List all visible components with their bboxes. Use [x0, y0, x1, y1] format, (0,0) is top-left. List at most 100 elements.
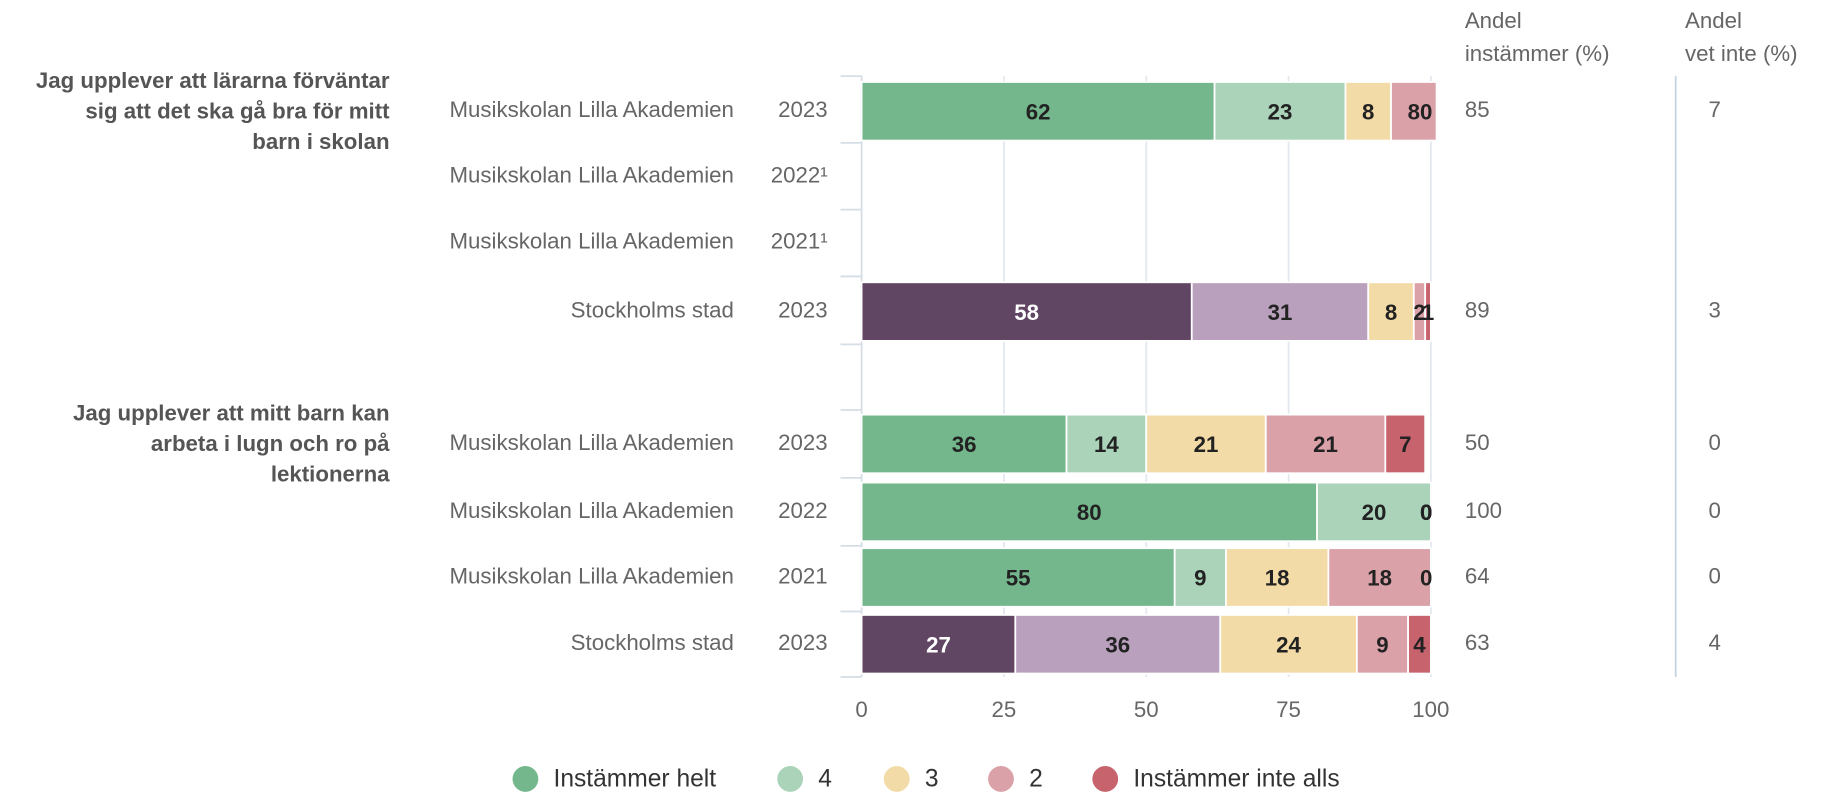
column-value: 89 — [1465, 297, 1490, 322]
legend-swatch — [512, 766, 539, 792]
category-label: Musikskolan Lilla Akademien — [449, 430, 733, 455]
segment-label: 14 — [1094, 432, 1119, 457]
column-value: 50 — [1465, 430, 1490, 455]
segment-label: 0 — [1420, 566, 1432, 591]
segment-label: 9 — [1376, 632, 1388, 657]
bar-segment — [1225, 547, 1330, 608]
legend-swatch — [1092, 766, 1119, 792]
column-value: 0 — [1708, 430, 1720, 455]
bar-segment — [1219, 614, 1358, 675]
bar-segment — [1316, 481, 1432, 543]
segment-label: 2 — [1413, 300, 1425, 325]
question-label: barn i skolan — [252, 129, 389, 154]
segment-label: 21 — [1194, 432, 1219, 457]
segment-label: 8 — [1408, 99, 1420, 124]
bar-segment — [1190, 281, 1370, 342]
segment-label: 4 — [1413, 632, 1426, 657]
bar-segment — [1355, 614, 1409, 675]
segment-label: 21 — [1313, 432, 1338, 457]
column-value: 3 — [1708, 297, 1720, 322]
bar-segment — [860, 547, 1176, 608]
year-label: 2021¹ — [771, 228, 828, 253]
x-tick-label: 75 — [1276, 697, 1301, 722]
bar-segment — [1407, 614, 1432, 675]
segment-label: 0 — [1420, 500, 1432, 525]
segment-label: 24 — [1276, 632, 1301, 657]
segment-label: 0 — [1420, 99, 1432, 124]
year-label: 2023 — [778, 430, 828, 455]
segment-label: 36 — [1105, 632, 1130, 657]
legend-swatch — [883, 766, 910, 792]
bar-segment — [1390, 81, 1438, 142]
bar-segment — [1014, 614, 1222, 675]
question-label: arbeta i lugn och ro på — [151, 431, 390, 456]
question-label: lektionerna — [271, 461, 390, 486]
segment-label: 7 — [1399, 432, 1411, 457]
x-tick-label: 100 — [1412, 697, 1449, 722]
year-label: 2021 — [778, 563, 828, 588]
bar-segment — [860, 614, 1017, 675]
question-label: sig att det ska gå bra för mitt — [85, 98, 390, 123]
bar-segment — [860, 81, 1216, 142]
bar-segment — [1065, 413, 1148, 475]
segment-label: 23 — [1268, 99, 1293, 124]
year-label: 2023 — [778, 297, 828, 322]
bar-segment — [860, 481, 1318, 543]
segment-label: 36 — [952, 432, 977, 457]
bar-segment — [860, 281, 1193, 342]
segment-label: 27 — [926, 632, 951, 657]
x-tick-label: 25 — [992, 697, 1017, 722]
year-label: 2022 — [778, 498, 828, 523]
segment-label: 20 — [1362, 500, 1387, 525]
question-label: Jag upplever att lärarna förväntar — [36, 68, 390, 93]
legend-swatch — [988, 766, 1014, 792]
bar-segment — [1145, 413, 1267, 475]
legend-label: 2 — [1029, 766, 1043, 793]
category-label: Musikskolan Lilla Akademien — [449, 563, 733, 588]
category-label: Musikskolan Lilla Akademien — [449, 228, 733, 253]
column-header: Andel — [1465, 8, 1522, 33]
segment-label: 9 — [1194, 566, 1206, 591]
bar-segment — [860, 413, 1068, 475]
column-value: 0 — [1708, 498, 1720, 523]
legend-label: 3 — [925, 766, 939, 793]
segment-label: 62 — [1026, 99, 1051, 124]
x-tick-label: 50 — [1134, 697, 1159, 722]
year-label: 2023 — [778, 630, 828, 655]
column-value: 64 — [1465, 563, 1490, 588]
legend-label: 4 — [818, 766, 832, 793]
bar-segment — [1344, 81, 1392, 142]
legend-label: Instämmer helt — [554, 766, 717, 793]
bar-segment — [1424, 281, 1432, 342]
category-label: Musikskolan Lilla Akademien — [449, 97, 733, 122]
x-tick-label: 0 — [855, 697, 867, 722]
column-value: 100 — [1465, 498, 1502, 523]
column-header: vet inte (%) — [1685, 41, 1798, 66]
segment-label: 1 — [1422, 300, 1434, 325]
segment-label: 80 — [1077, 500, 1102, 525]
column-value: 0 — [1708, 563, 1720, 588]
legend-label: Instämmer inte alls — [1133, 766, 1339, 793]
category-label: Stockholms stad — [571, 630, 734, 655]
bar-segment — [1384, 413, 1427, 475]
category-label: Stockholms stad — [571, 297, 734, 322]
segment-label: 55 — [1006, 566, 1031, 591]
column-value: 63 — [1465, 630, 1490, 655]
segment-label: 0 — [1420, 500, 1432, 525]
column-value: 4 — [1708, 630, 1720, 655]
column-value: 85 — [1465, 97, 1490, 122]
category-label: Musikskolan Lilla Akademien — [449, 163, 733, 188]
year-label: 2022¹ — [771, 163, 828, 188]
column-header: Andel — [1685, 8, 1742, 33]
legend-swatch — [777, 766, 804, 792]
category-label: Musikskolan Lilla Akademien — [449, 498, 733, 523]
segment-label: 8 — [1385, 300, 1397, 325]
bar-segment — [1264, 413, 1387, 475]
year-label: 2023 — [778, 97, 828, 122]
question-label: Jag upplever att mitt barn kan — [73, 401, 390, 426]
bar-segment — [1173, 547, 1227, 608]
bar-segment — [1327, 547, 1432, 608]
segment-label: 31 — [1268, 300, 1293, 325]
segment-label: 18 — [1367, 566, 1392, 591]
